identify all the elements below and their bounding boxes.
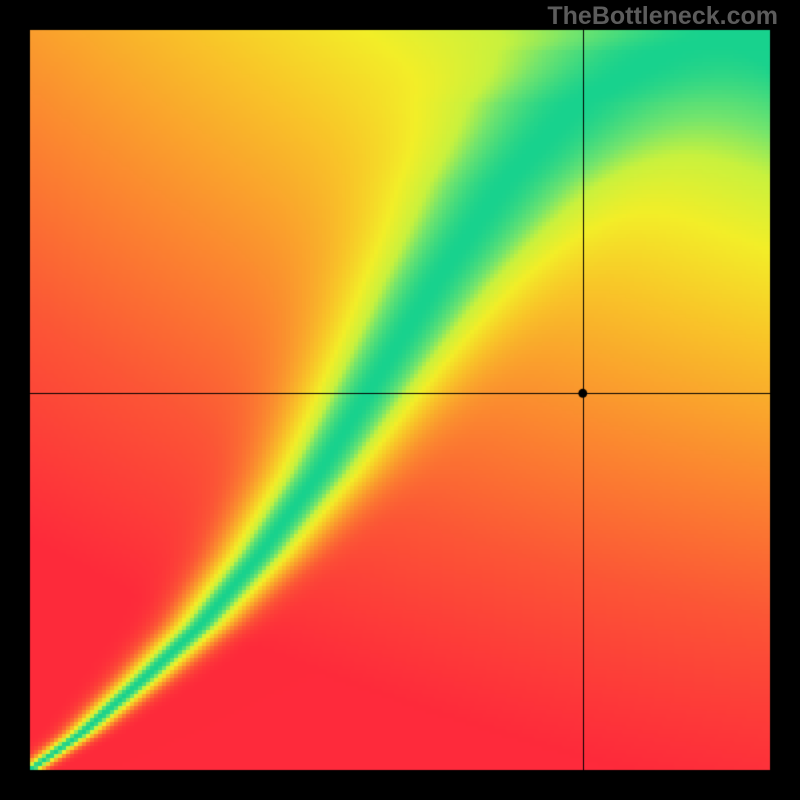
watermark-text: TheBottleneck.com (547, 2, 778, 31)
heatmap-canvas (0, 0, 800, 800)
chart-root: TheBottleneck.com (0, 0, 800, 800)
